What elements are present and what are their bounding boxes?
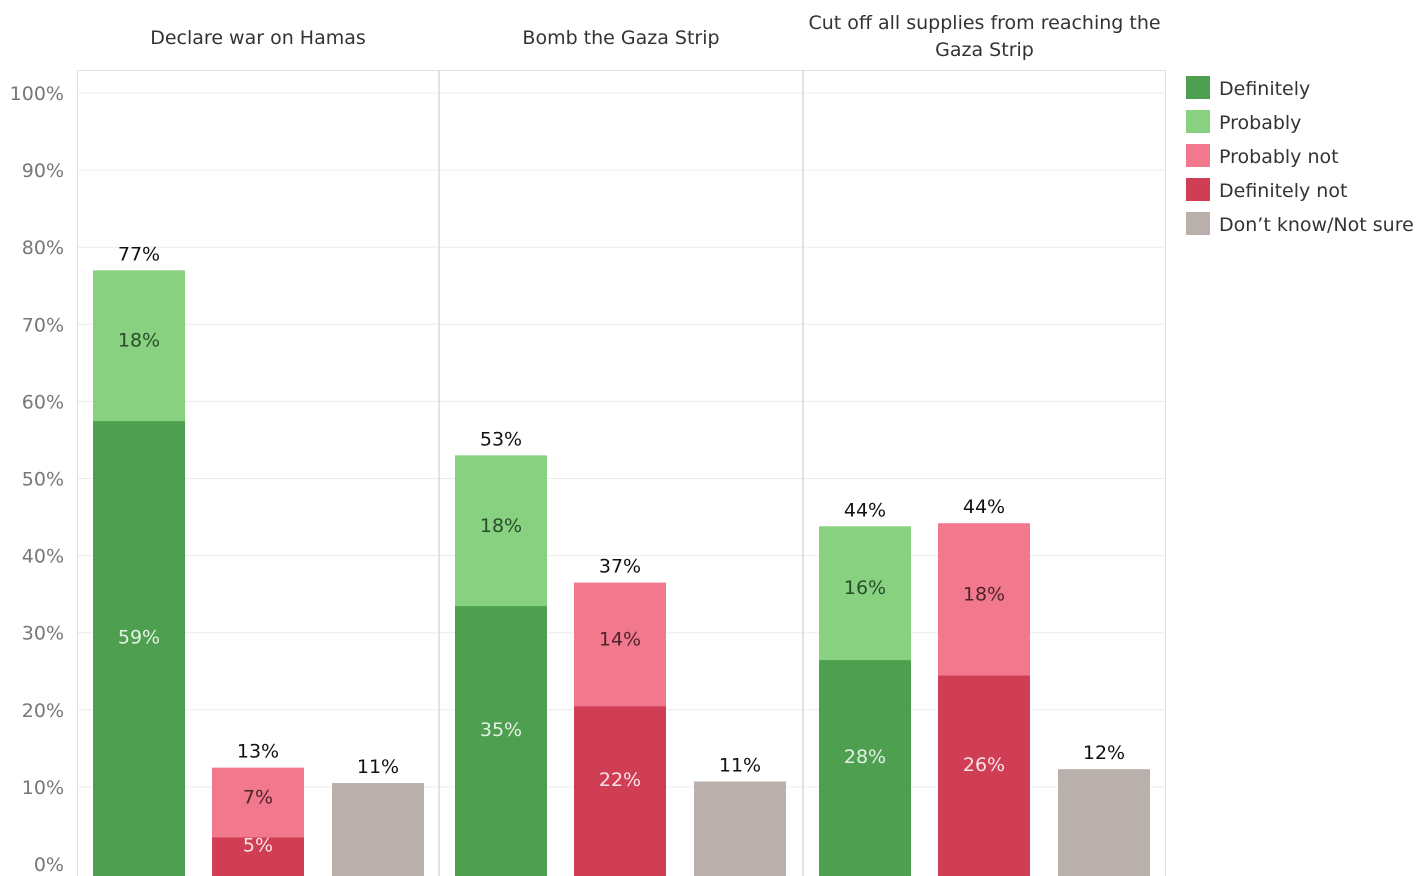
y-tick-label: 50% (22, 469, 64, 491)
panel-title: Bomb the Gaza Strip (522, 27, 719, 49)
panel-title: Declare war on Hamas (150, 27, 366, 49)
gridlines (77, 92, 1166, 788)
bar-segment-probably (93, 270, 185, 422)
y-axis: 0% 10% 20% 30% 40% 50% 60% 70% 80% 90% 100% (10, 83, 64, 876)
legend-label: Don’t know/Not sure (1219, 214, 1414, 236)
legend-swatch-probably-not (1186, 144, 1210, 167)
bar-segment-dont-know (1058, 769, 1150, 876)
bar-segment-probably-not (938, 523, 1030, 676)
bar-total-label: 53% (480, 428, 522, 450)
segment-label: 28% (844, 746, 886, 768)
legend-label: Probably not (1219, 146, 1339, 168)
legend-label: Definitely (1219, 78, 1310, 100)
y-tick-label: 40% (22, 546, 64, 568)
bar-segment-definitely-not (938, 663, 1030, 876)
bar-segment-definitely-not (574, 694, 666, 876)
segment-label: 59% (118, 627, 160, 649)
legend-label: Definitely not (1219, 180, 1347, 202)
bar-segment-dont-know (694, 781, 786, 876)
bar-segment-probably-not (574, 582, 666, 707)
panel-title: Gaza Strip (935, 39, 1034, 61)
bar-segment-definitely (819, 648, 911, 876)
y-tick-label: 70% (22, 314, 64, 336)
legend-swatch-probably (1186, 110, 1210, 133)
y-tick-label: 0% (34, 854, 64, 876)
bar-total-label: 12% (1083, 742, 1125, 764)
legend-swatch-definitely-not (1186, 178, 1210, 201)
bars: 59% 18% 77% 5% 7% 13% 11% 35% 18% 53% 22% 14% 37% 11%… (93, 243, 1150, 876)
y-tick-label: 80% (22, 237, 64, 259)
legend-swatch-definitely (1186, 76, 1210, 99)
panel-titles: Declare war on Hamas Bomb the Gaza Strip C… (150, 12, 1160, 61)
segment-label: 14% (599, 628, 641, 650)
segment-label: 26% (963, 754, 1005, 776)
y-tick-label: 20% (22, 700, 64, 722)
bar-total-label: 77% (118, 243, 160, 265)
bar-segment-dont-know (332, 783, 424, 876)
bar-segment-probably (819, 526, 911, 661)
bar-total-label: 13% (237, 741, 279, 763)
segment-label: 35% (480, 719, 522, 741)
panel-frames (77, 70, 1166, 876)
segment-label: 18% (118, 330, 160, 352)
segment-label: 7% (243, 787, 273, 809)
bar-total-label: 44% (963, 496, 1005, 518)
y-tick-label: 30% (22, 623, 64, 645)
bar-segment-definitely (93, 409, 185, 876)
legend: Definitely Probably Probably not Definitely… (1186, 76, 1414, 236)
bar-segment-probably-not (212, 767, 304, 838)
segment-label: 16% (844, 577, 886, 599)
bar-total-label: 44% (844, 499, 886, 521)
bar-segment-probably (455, 455, 547, 607)
bar-segment-definitely (455, 594, 547, 876)
bar-total-label: 11% (357, 756, 399, 778)
legend-swatch-dont-know (1186, 212, 1210, 235)
legend-label: Probably (1219, 112, 1301, 134)
segment-label: 18% (480, 515, 522, 537)
bar-total-label: 37% (599, 556, 641, 578)
y-tick-label: 60% (22, 391, 64, 413)
segment-label: 5% (243, 835, 273, 857)
plot-border (77, 70, 1166, 876)
y-tick-label: 100% (10, 83, 64, 105)
bar-total-label: 11% (719, 755, 761, 777)
panel-title: Cut off all supplies from reaching the (808, 12, 1160, 34)
segment-label: 18% (963, 583, 1005, 605)
y-tick-label: 90% (22, 160, 64, 182)
segment-label: 22% (599, 769, 641, 791)
y-tick-label: 10% (22, 777, 64, 799)
